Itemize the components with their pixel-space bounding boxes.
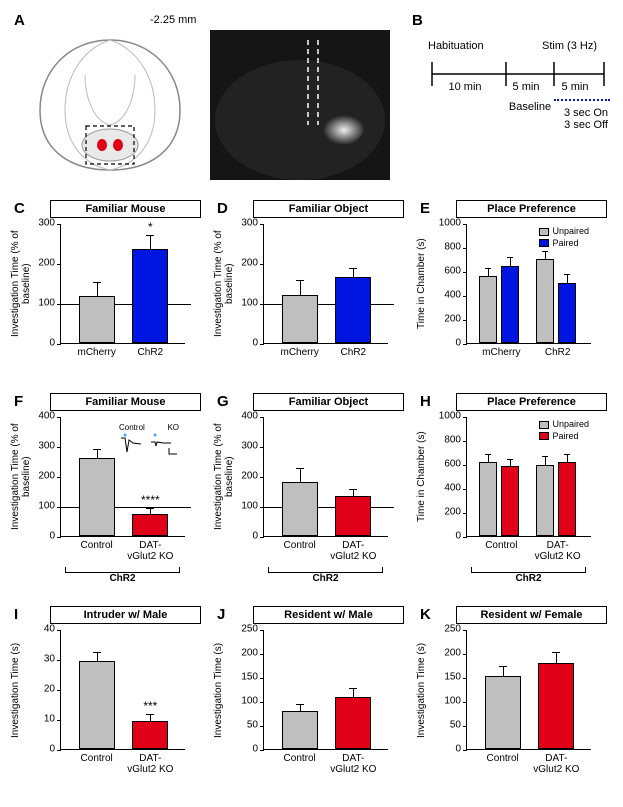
panel-b: B Habituation Stim (3 Hz) 10 min 5 min [408,10,608,190]
bregma-text: -2.25 mm [150,14,196,26]
bar [485,676,521,749]
chart-title: Familiar Object [253,393,404,411]
legend: UnpairedPaired [539,226,589,249]
y-axis-label: Investigation Time (s) [416,630,434,750]
panel-h: HPlace PreferenceTime in Chamber (s)0200… [416,391,611,596]
chart-title: Intruder w/ Male [50,606,201,624]
plot-area: 010203040Control***DAT-vGlut2 KO [60,630,185,750]
plot-area: 0100200300mCherry*ChR2 [60,224,185,344]
panel-i: IIntruder w/ MaleInvestigation Time (s)0… [10,604,205,789]
figure: A -2.25 mm [10,10,613,789]
panel-f: FFamiliar MouseInvestigation Time (% of … [10,391,205,596]
y-axis-label: Time in Chamber (s) [416,417,434,537]
bar [132,249,168,343]
y-axis-label: Investigation Time (s) [10,630,28,750]
chart-title: Place Preference [456,393,607,411]
bar [335,496,371,537]
legend: UnpairedPaired [539,419,589,442]
bar [79,296,115,343]
brain-schematic [30,30,190,180]
chart-title: Familiar Object [253,200,404,218]
bar [132,721,168,750]
panel-c: CFamiliar MouseInvestigation Time (% of … [10,198,205,383]
chart-title: Resident w/ Male [253,606,404,624]
panel-j: JResident w/ MaleInvestigation Time (s)0… [213,604,408,789]
bar [282,482,318,536]
inset-trace: ControlKO [119,423,179,455]
y-axis-label: Time in Chamber (s) [416,224,434,344]
plot-area: 02004006008001000UnpairedPairedmCherryCh… [466,224,591,344]
panel-a: A -2.25 mm [10,10,400,190]
bar [79,458,115,536]
bar [538,663,574,749]
chart-title: Place Preference [456,200,607,218]
bar [79,661,115,750]
chart-title: Familiar Mouse [50,393,201,411]
bar [132,514,168,537]
y-axis-label: Investigation Time (% of baseline) [10,417,28,537]
bar [282,295,318,343]
plot-area: 050100150200250ControlDAT-vGlut2 KO [263,630,388,750]
plot-area: 0100200300400ControlDAT-vGlut2 KO [263,417,388,537]
plot-area: 050100150200250ControlDAT-vGlut2 KO [466,630,591,750]
panel-label-a: A [14,12,25,29]
chart-title: Resident w/ Female [456,606,607,624]
panel-k: KResident w/ FemaleInvestigation Time (s… [416,604,611,789]
plot-area: 0100200300mCherryChR2 [263,224,388,344]
y-axis-label: Investigation Time (% of baseline) [10,224,28,344]
panel-label-b: B [412,12,423,29]
y-axis-label: Investigation Time (% of baseline) [213,417,231,537]
y-axis-label: Investigation Time (% of baseline) [213,224,231,344]
y-axis-label: Investigation Time (s) [213,630,231,750]
panel-d: DFamiliar ObjectInvestigation Time (% of… [213,198,408,383]
bar [335,277,371,343]
panel-g: GFamiliar ObjectInvestigation Time (% of… [213,391,408,596]
bar [282,711,318,749]
plot-area: 02004006008001000UnpairedPairedControlDA… [466,417,591,537]
chart-title: Familiar Mouse [50,200,201,218]
panel-e: EPlace PreferenceTime in Chamber (s)0200… [416,198,611,383]
brain-histology [210,30,390,180]
plot-area: 0100200300400ControlKOControl****DAT-vGl… [60,417,185,537]
bar [335,697,371,749]
timeline-diagram: Habituation Stim (3 Hz) 10 min 5 min 5 m… [428,40,608,131]
